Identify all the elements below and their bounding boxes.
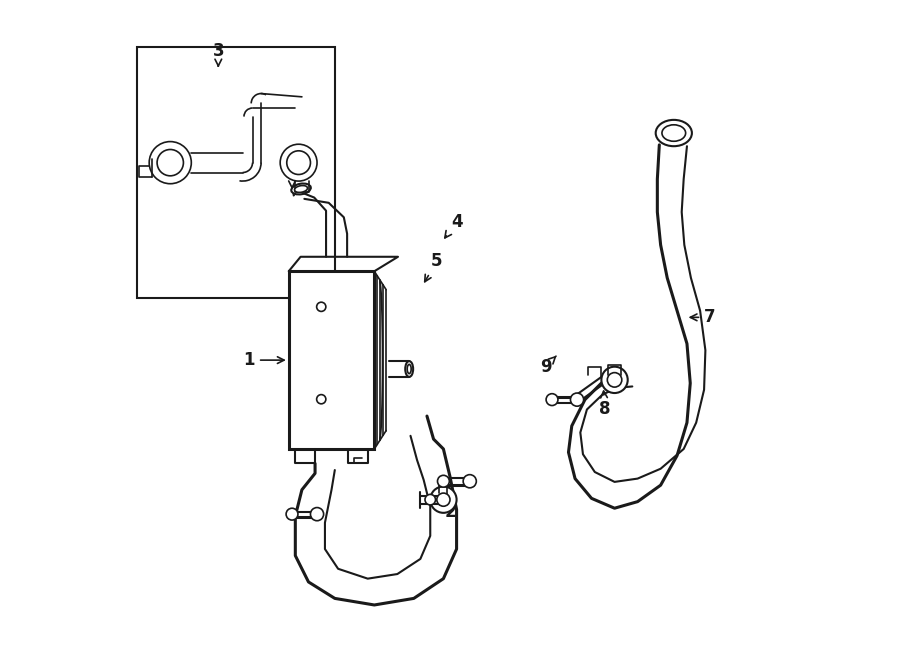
Ellipse shape bbox=[405, 361, 413, 377]
Circle shape bbox=[287, 151, 310, 175]
Text: 3: 3 bbox=[212, 42, 224, 66]
Text: 7: 7 bbox=[690, 308, 716, 327]
Text: 5: 5 bbox=[425, 253, 443, 282]
Circle shape bbox=[286, 508, 298, 520]
Circle shape bbox=[571, 393, 583, 407]
Circle shape bbox=[546, 394, 558, 406]
Text: 1: 1 bbox=[244, 351, 284, 369]
Bar bbox=[138, 48, 335, 297]
Circle shape bbox=[425, 494, 436, 505]
Circle shape bbox=[464, 475, 476, 488]
Text: 8: 8 bbox=[598, 391, 610, 418]
Circle shape bbox=[436, 493, 450, 506]
Circle shape bbox=[310, 508, 324, 521]
Ellipse shape bbox=[662, 125, 686, 141]
Ellipse shape bbox=[292, 184, 310, 194]
Circle shape bbox=[149, 141, 192, 184]
Circle shape bbox=[317, 395, 326, 404]
Ellipse shape bbox=[294, 186, 308, 192]
Text: 2: 2 bbox=[445, 490, 455, 520]
Text: 4: 4 bbox=[445, 213, 463, 238]
Bar bbox=[289, 271, 374, 449]
Text: 9: 9 bbox=[540, 356, 556, 375]
Ellipse shape bbox=[407, 364, 411, 373]
Circle shape bbox=[317, 302, 326, 311]
Ellipse shape bbox=[656, 120, 692, 146]
Circle shape bbox=[608, 373, 622, 387]
Circle shape bbox=[280, 144, 317, 181]
Circle shape bbox=[158, 149, 184, 176]
Circle shape bbox=[601, 367, 627, 393]
Text: 6: 6 bbox=[286, 163, 298, 188]
Circle shape bbox=[430, 486, 456, 513]
Circle shape bbox=[437, 475, 449, 487]
